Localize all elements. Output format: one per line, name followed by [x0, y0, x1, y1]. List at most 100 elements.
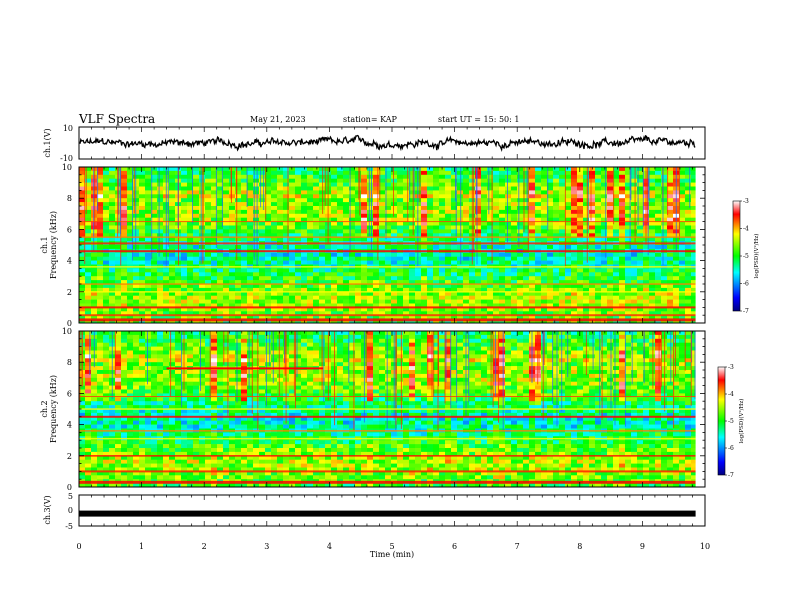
ch1-spectrogram-cell	[625, 252, 632, 257]
ch1-spectrogram-cell	[109, 272, 116, 277]
ch1-spectrogram-cell	[541, 206, 548, 211]
ch2-spectrogram-cell	[91, 373, 98, 379]
ch1-spectrogram-cell	[535, 245, 542, 250]
ch1-spectrogram-cell	[451, 268, 458, 273]
ch1-spectrogram-cell	[457, 209, 464, 215]
ch1-spectrogram-cell	[259, 245, 266, 250]
ch1-spectrogram-cell	[205, 225, 212, 230]
ch1-spectrogram-cell	[649, 206, 656, 211]
ch1-spectrogram-cell	[589, 233, 596, 238]
ch2-spectrogram-cell	[169, 459, 176, 464]
ch1-spectrogram-cell	[157, 229, 164, 234]
ch1-spectrogram-cell	[253, 252, 260, 257]
ch1-spectrogram-cell	[157, 315, 164, 320]
ch2-spectrogram-cell	[103, 463, 110, 468]
ch2-spectrogram-cell	[139, 377, 146, 382]
ch2-spectrogram-cell	[85, 409, 92, 414]
ch1-spectrogram-cell	[553, 213, 560, 218]
ch1-spectrogram-cell	[553, 178, 560, 183]
ch1-spectrogram-cell	[79, 198, 86, 203]
ch1-spectrogram-cell	[541, 291, 548, 296]
ch1-spectrogram-cell	[409, 167, 416, 172]
ch2-spectrogram-cell	[133, 424, 140, 429]
ch1-spectrogram-cell	[121, 268, 128, 273]
ch1-spectrogram-cell	[157, 291, 164, 296]
ch1-spectrogram-cell	[445, 190, 452, 195]
ch1-spectrogram-cell	[421, 190, 428, 195]
ch1-spectrogram-cell	[373, 311, 380, 316]
ch1-spectrogram-cell	[517, 303, 524, 308]
ch1-spectrogram-cell	[169, 209, 176, 215]
ch1-spectrogram-cell	[109, 268, 116, 273]
ch1-spectrogram-band	[79, 221, 696, 223]
ch1-spectrogram-cell	[529, 315, 536, 320]
ch1-spectrogram-cell	[121, 299, 128, 304]
ch1-spectrogram-cell	[499, 186, 506, 191]
ch2-spectrogram-cell	[139, 455, 146, 460]
ch1-spectrogram-burst	[287, 167, 289, 254]
ch1-spectrogram-cell	[475, 299, 482, 304]
ch1-spectrogram-cell	[289, 245, 296, 250]
ch1-spectrogram-cell	[145, 190, 152, 195]
ch1-spectrogram-cell	[199, 287, 206, 293]
ch2-spectrogram-cell	[145, 475, 152, 480]
ch2-spectrogram-cell	[139, 483, 146, 488]
ch1-spectrogram-cell	[427, 295, 434, 300]
ch1-spectrogram-cell	[175, 315, 182, 320]
ch1-spectrogram-cell	[511, 229, 518, 234]
ch1-spectrogram-cell	[601, 268, 608, 273]
ch1-spectrogram-cell	[673, 280, 680, 285]
ch1-spectrogram-cell	[115, 291, 122, 296]
ch1-spectrogram-cell	[583, 315, 590, 320]
ch1-spectrogram-cell	[373, 237, 380, 242]
ch1-spectrogram-cell	[655, 260, 662, 265]
ch1-spectrogram-cell	[427, 198, 434, 203]
ch1-spectrogram-cell	[541, 295, 548, 300]
ch1-spectrogram-cell	[187, 291, 194, 296]
ch2-spectrogram-cell	[127, 373, 134, 379]
ch1-spectrogram-cell	[415, 287, 422, 293]
ch1-spectrogram-cell	[331, 217, 338, 222]
ch1-spectrogram-cell	[529, 167, 536, 172]
ch1-spectrogram-cell	[373, 167, 380, 172]
ch1-spectrogram-cell	[583, 295, 590, 300]
ch2-spectrogram-cell	[121, 463, 128, 468]
ch1-spectrogram-cell	[469, 280, 476, 285]
ch2-spectrogram-cell	[91, 401, 98, 406]
ch1-spectrogram-cell	[361, 194, 368, 199]
ch1-spectrogram-cell	[457, 206, 464, 211]
ch2-spectrogram-cell	[169, 424, 176, 429]
ch1-spectrogram-cell	[319, 299, 326, 304]
ch1-spectrogram-cell	[523, 245, 530, 250]
ch1-spectrogram-cell	[265, 206, 272, 211]
ch1-spectrogram-cell	[223, 190, 230, 195]
ch1-spectrogram-cell	[613, 190, 620, 195]
ch1-spectrogram-cell	[145, 221, 152, 226]
ch2-spectrogram-cell	[115, 334, 122, 340]
ch1-spectrogram-cell	[655, 206, 662, 211]
ch1-spectrogram-cell	[361, 186, 368, 191]
ch1-spectrogram-cell	[349, 229, 356, 234]
ch2-spectrogram-cell	[115, 346, 122, 351]
ch1-spectrogram-cell	[595, 245, 602, 250]
ch1-spectrogram-cell	[265, 295, 272, 300]
ch1-ytick-bottom: -10	[60, 154, 73, 163]
ch2-spectrogram-cell	[79, 424, 86, 429]
ch1-spectrogram-cell	[499, 237, 506, 242]
ch1-spectrogram-cell	[553, 280, 560, 285]
ch1-spectrogram-cell	[409, 307, 416, 312]
ch1-spectrogram-cell	[157, 170, 164, 176]
ch1-spectrogram-cell	[139, 217, 146, 222]
ch1-spectrogram-cell	[283, 225, 290, 230]
ch1-spectrogram-cell	[181, 186, 188, 191]
ch1-spectrogram-cell	[319, 315, 326, 320]
ch1-spectrogram-cell	[199, 295, 206, 300]
ch1-spectrogram-cell	[433, 217, 440, 222]
ch1-spectrogram-cell	[223, 272, 230, 277]
ch1-spectrogram-cell	[667, 268, 674, 273]
ch2-spectrogram-cell	[175, 358, 182, 363]
ch1-spectrogram-cell	[607, 209, 614, 215]
ch1-spectrogram-cell	[451, 198, 458, 203]
ch1-spectrogram-cell	[565, 190, 572, 195]
ch1-spectrogram-cell	[139, 256, 146, 261]
